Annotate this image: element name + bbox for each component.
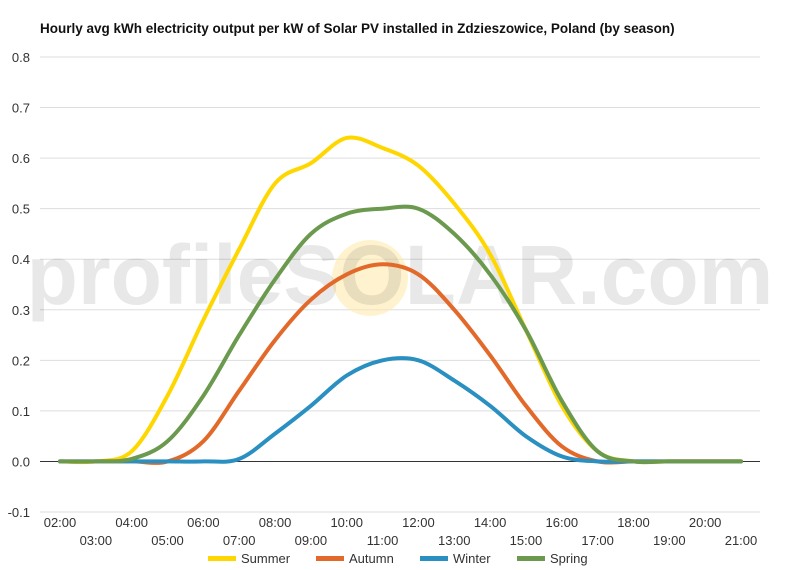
legend-swatch-autumn <box>316 556 344 561</box>
series-lines <box>58 135 743 465</box>
x-tick-label: 21:00 <box>725 533 758 548</box>
legend-label: Summer <box>241 551 291 566</box>
x-tick-label: 02:00 <box>44 515 77 530</box>
x-tick-label: 07:00 <box>223 533 256 548</box>
watermark-text: profileSOLAR.com <box>27 228 774 322</box>
x-tick-label: 06:00 <box>187 515 220 530</box>
x-tick-label: 19:00 <box>653 533 686 548</box>
legend-label: Spring <box>550 551 588 566</box>
y-tick-label: 0.8 <box>12 50 30 65</box>
legend-swatch-spring <box>517 556 545 561</box>
legend-label: Winter <box>453 551 491 566</box>
y-axis-tick-labels: -0.1 0.0 0.1 0.2 0.3 0.4 0.5 0.6 0.7 0.8 <box>8 50 30 520</box>
x-tick-label: 14:00 <box>474 515 507 530</box>
x-tick-label: 18:00 <box>617 515 650 530</box>
x-tick-label: 16:00 <box>546 515 579 530</box>
watermark-sun-icon <box>332 240 408 316</box>
x-tick-label: 04:00 <box>115 515 148 530</box>
legend-swatch-winter <box>420 556 448 561</box>
watermark: profileSOLAR.com <box>27 228 774 322</box>
x-tick-label: 08:00 <box>259 515 292 530</box>
x-tick-label: 15:00 <box>510 533 543 548</box>
y-tick-label: 0.4 <box>12 252 30 267</box>
x-tick-label: 17:00 <box>581 533 614 548</box>
y-tick-label: 0.7 <box>12 101 30 116</box>
x-tick-label: 09:00 <box>295 533 328 548</box>
x-tick-label: 12:00 <box>402 515 435 530</box>
legend-swatch-summer <box>208 556 236 561</box>
x-axis-tick-labels: 02:0003:0004:0005:0006:0007:0008:0009:00… <box>44 515 758 548</box>
x-tick-label: 20:00 <box>689 515 722 530</box>
y-tick-label: 0.3 <box>12 303 30 318</box>
y-tick-label: 0.6 <box>12 151 30 166</box>
y-tick-label: 0.5 <box>12 202 30 217</box>
legend-label: Autumn <box>349 551 394 566</box>
x-tick-label: 05:00 <box>151 533 184 548</box>
x-tick-label: 10:00 <box>330 515 363 530</box>
y-tick-label: 0.2 <box>12 353 30 368</box>
y-tick-label: 0.0 <box>12 454 30 469</box>
legend: Summer Autumn Winter Spring <box>208 551 588 566</box>
y-tick-label: -0.1 <box>8 505 30 520</box>
x-tick-label: 03:00 <box>80 533 113 548</box>
x-tick-label: 13:00 <box>438 533 471 548</box>
series-line-spring <box>58 204 743 465</box>
chart-title: Hourly avg kWh electricity output per kW… <box>40 21 675 36</box>
y-tick-label: 0.1 <box>12 404 30 419</box>
x-tick-label: 11:00 <box>367 533 399 548</box>
